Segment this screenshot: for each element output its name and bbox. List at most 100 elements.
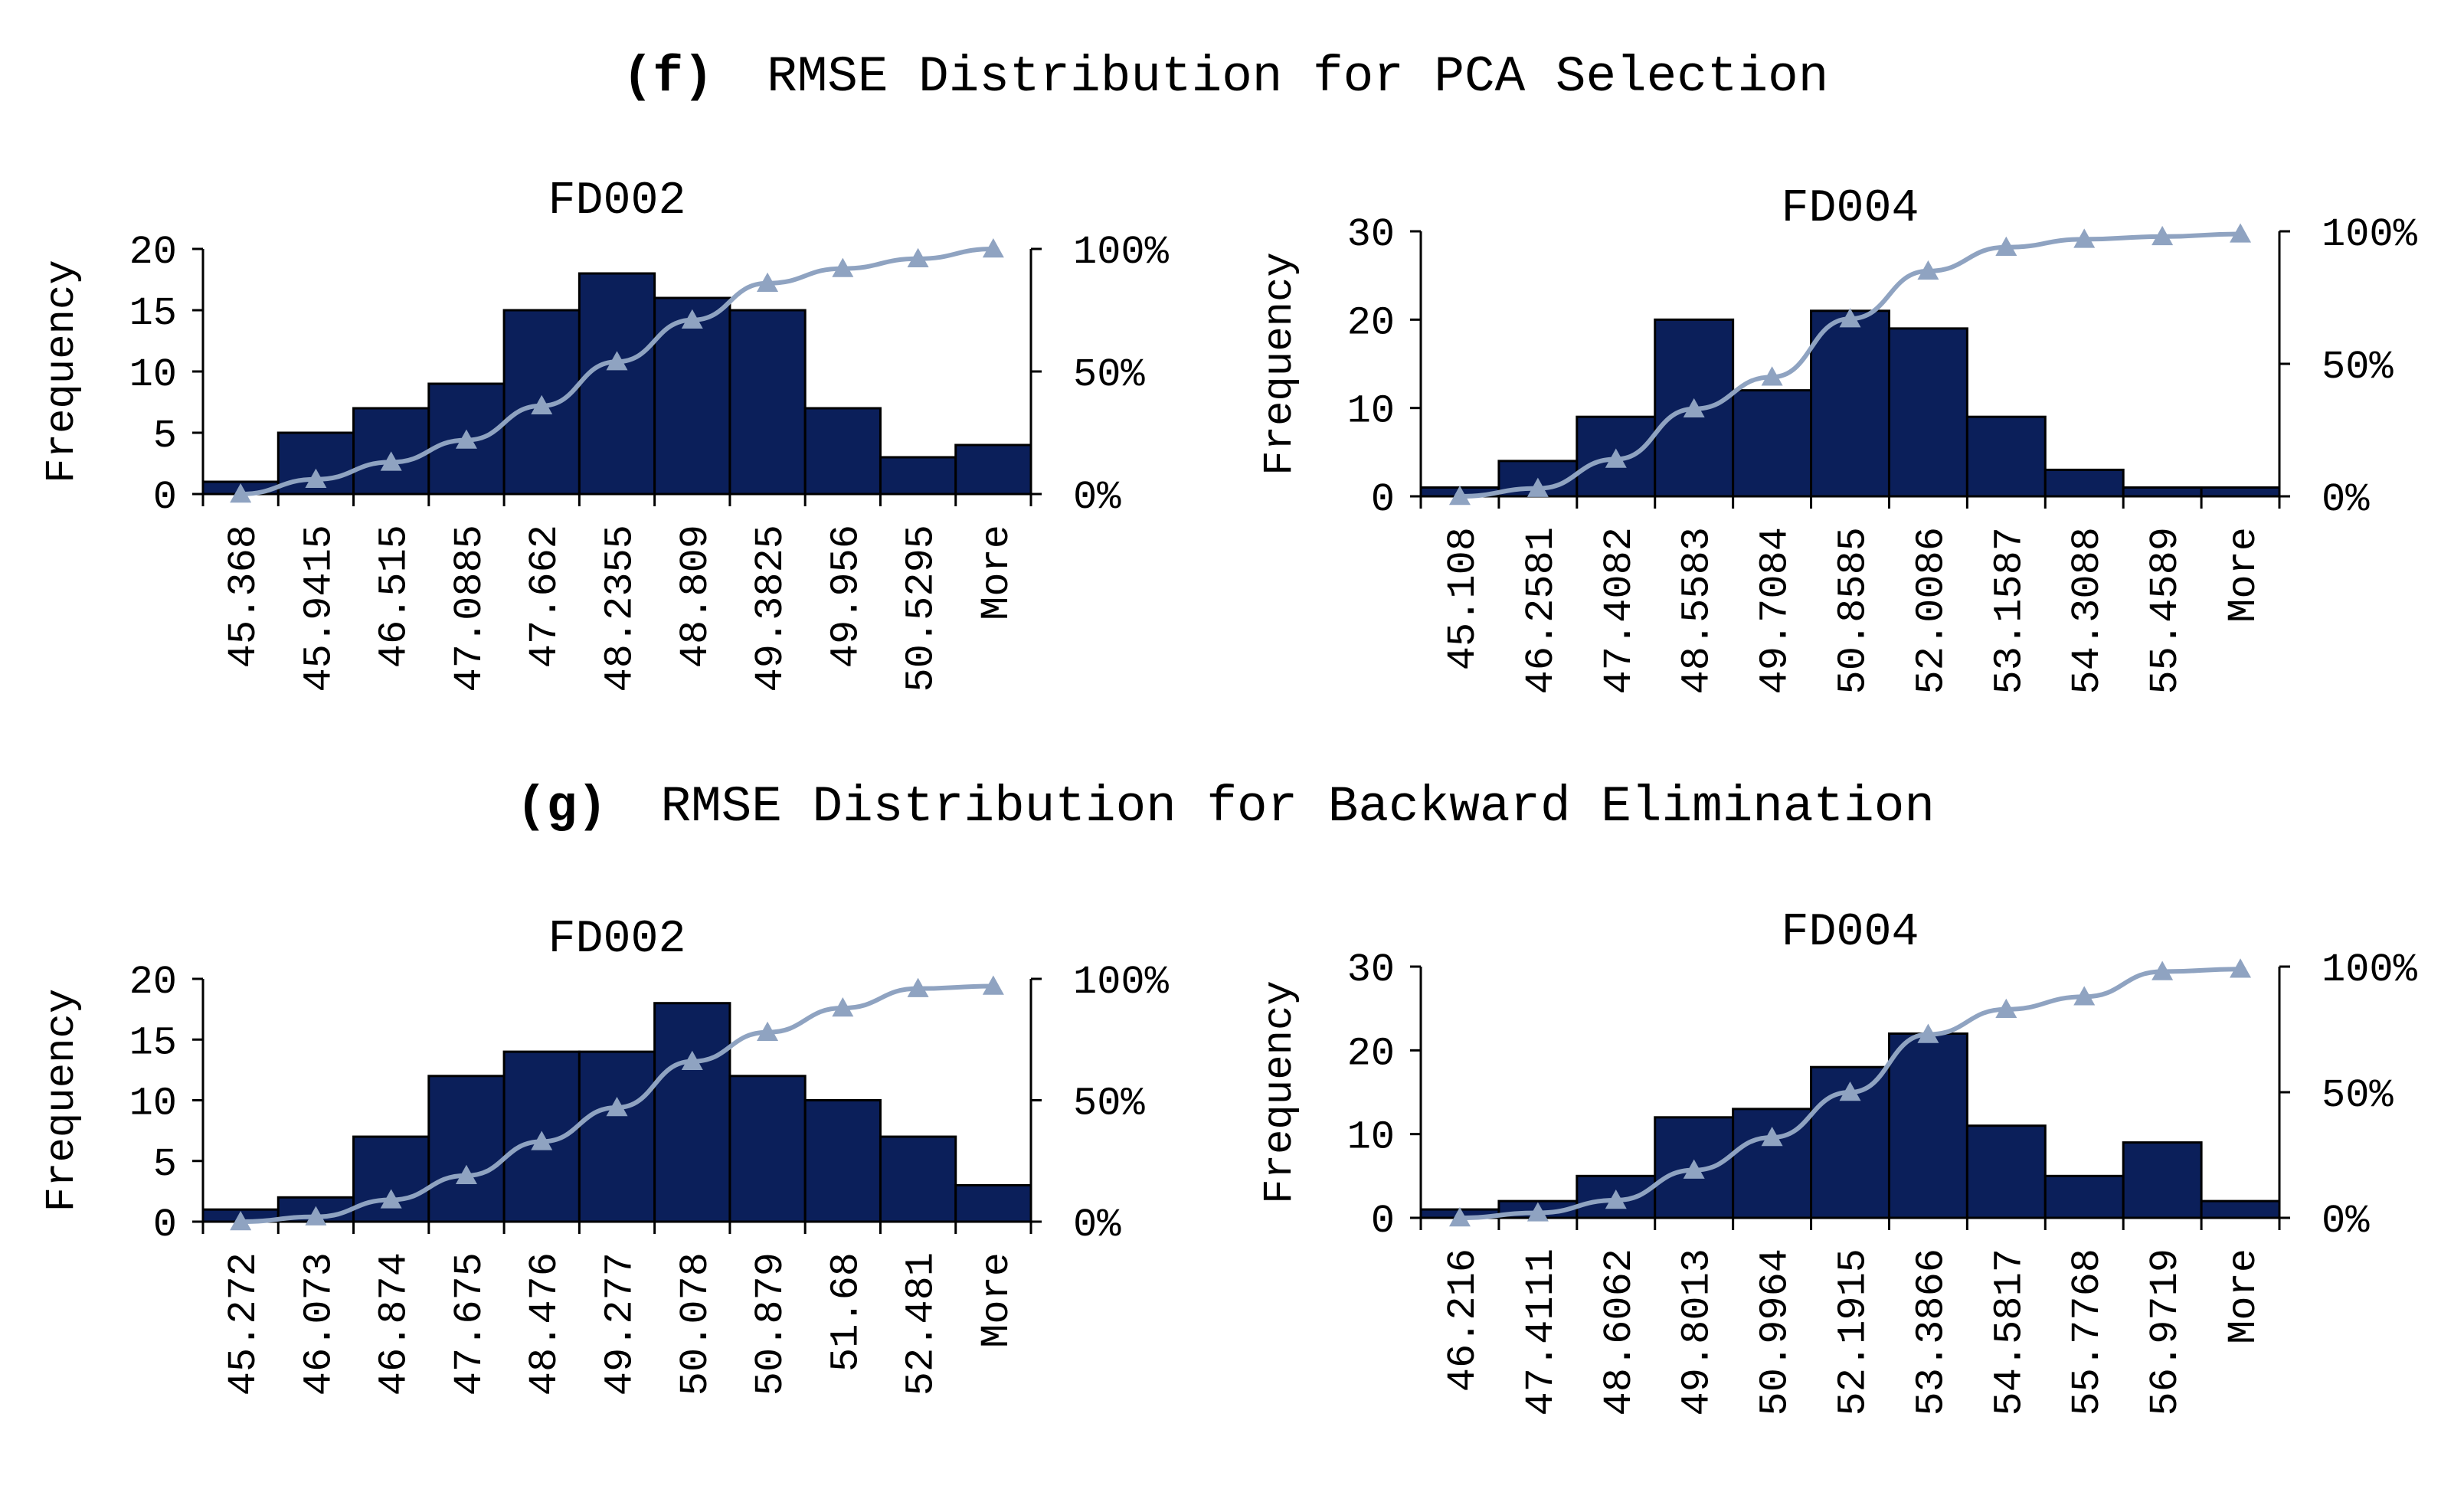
x-tick-label: 47.0885 xyxy=(447,525,492,692)
cumulative-marker xyxy=(1683,1159,1705,1179)
cumulative-marker xyxy=(907,977,929,997)
y-tick-label: 20 xyxy=(1347,1031,1395,1076)
section-title-f: (f) RMSE Distribution for PCA Selection xyxy=(623,48,1829,106)
cumulative-marker xyxy=(681,1050,703,1070)
cumulative-marker xyxy=(2230,958,2252,978)
bar-54.5817 xyxy=(1965,1124,2047,1219)
chart-backward-fd002: FD002 0 5 10 15 20 0% 50% 100% 45.272 46.073 46.874… xyxy=(39,914,1170,1396)
y-tick-label: 0 xyxy=(153,1203,177,1248)
x-tick-label: 52.1915 xyxy=(1831,1248,1877,1415)
cumulative-marker xyxy=(305,468,327,488)
x-tick-label: 45.272 xyxy=(221,1252,267,1396)
section-title-g-text: RMSE Distribution for Backward Eliminati… xyxy=(660,778,1934,836)
y-tick-label: 5 xyxy=(153,1142,177,1187)
cumulative-marker xyxy=(757,1021,779,1041)
chart-pca-fd004: FD004 0 10 20 30 0% 50% 100% 45.108 46.2581 47.408… xyxy=(1257,183,2418,694)
y2-tick-label: 0% xyxy=(1073,475,1121,520)
cumulative-marker xyxy=(1605,448,1627,468)
chart-title: FD002 xyxy=(548,175,686,227)
y2-tick-label: 100% xyxy=(1073,230,1170,275)
cumulative-marker xyxy=(1839,1082,1861,1101)
x-tick-label: 53.3866 xyxy=(1909,1248,1954,1415)
cumulative-marker xyxy=(230,1211,252,1231)
y-tick-label: 10 xyxy=(129,352,177,398)
x-tick-label: More xyxy=(974,525,1019,620)
bar-49.277 xyxy=(578,1050,656,1223)
y-axis-title: Frequency xyxy=(1257,252,1304,476)
x-tick-label: 48.6062 xyxy=(1597,1248,1642,1415)
y2-tick-label: 50% xyxy=(1073,1082,1145,1127)
cumulative-marker xyxy=(907,247,929,267)
section-tag-f: (f) xyxy=(623,48,714,106)
x-tick-label: 55.7768 xyxy=(2065,1248,2110,1415)
section-title-g: (g) RMSE Distribution for Backward Elimi… xyxy=(516,778,1935,836)
cumulative-marker xyxy=(1448,1207,1471,1227)
bar-49.3825 xyxy=(728,309,807,496)
x-tick-label: 54.5817 xyxy=(1987,1248,2032,1415)
y-tick-label: 10 xyxy=(129,1082,177,1127)
cumulative-marker xyxy=(832,257,854,277)
x-tick-label: 47.675 xyxy=(447,1252,492,1396)
y-axis-title: Frequency xyxy=(39,260,86,483)
x-tick-label: 49.8013 xyxy=(1675,1248,1720,1415)
cumulative-marker xyxy=(455,429,477,449)
y-tick-label: 5 xyxy=(153,414,177,459)
cumulative-marker xyxy=(982,975,1004,995)
y2-tick-label: 50% xyxy=(2322,345,2394,390)
x-tick-label: 52.481 xyxy=(899,1252,944,1396)
chart-title: FD004 xyxy=(1781,907,1919,959)
x-tick-label: 49.956 xyxy=(823,525,869,668)
cumulative-marker xyxy=(832,997,854,1017)
x-tick-label: 46.2581 xyxy=(1519,527,1564,694)
bar-48.2355 xyxy=(578,272,656,496)
x-tick-label: 45.9415 xyxy=(296,525,342,692)
x-tick-label: 46.515 xyxy=(372,525,417,668)
cumulative-marker xyxy=(2073,986,2096,1006)
x-tick-label: 49.7084 xyxy=(1753,527,1798,694)
cumulative-marker xyxy=(681,309,703,329)
y-tick-label: 20 xyxy=(129,230,177,275)
bar-55.4589 xyxy=(2122,486,2203,498)
x-tick-label: More xyxy=(2221,527,2266,623)
bar-52.0086 xyxy=(1887,327,1968,498)
bar-56.9719 xyxy=(2122,1141,2203,1219)
cumulative-marker xyxy=(1839,308,1861,328)
cumulative-marker xyxy=(531,394,553,414)
x-tick-label: 47.662 xyxy=(522,525,568,668)
x-tick-label: 45.108 xyxy=(1441,527,1486,670)
cumulative-marker xyxy=(982,238,1004,258)
x-tick-label: 48.809 xyxy=(673,525,718,668)
cumulative-marker xyxy=(230,483,252,503)
x-tick-label: 50.5295 xyxy=(899,525,944,692)
x-tick-label: 48.5583 xyxy=(1675,527,1720,694)
cumulative-marker xyxy=(1995,998,2017,1018)
y-axis-title: Frequency xyxy=(1257,980,1304,1204)
bar-47.675 xyxy=(427,1075,506,1223)
chart-backward-fd004: FD004 0 10 20 30 0% 50% 100% 46.216 47.4111 48.606… xyxy=(1257,907,2418,1415)
cumulative-marker xyxy=(2152,960,2174,980)
x-tick-label: 51.68 xyxy=(823,1252,869,1372)
y-tick-label: 20 xyxy=(1347,300,1395,345)
x-tick-label: 50.9964 xyxy=(1753,1248,1798,1415)
bar-50.5295 xyxy=(879,456,957,496)
y2-tick-label: 100% xyxy=(2322,212,2418,257)
y-tick-label: 15 xyxy=(129,1020,177,1065)
cumulative-percent-line xyxy=(1459,231,2241,499)
bar-53.1587 xyxy=(1965,415,2047,498)
x-tick-label: 50.8585 xyxy=(1831,527,1877,694)
cumulative-marker xyxy=(531,1131,553,1150)
bar-55.7768 xyxy=(2044,1174,2125,1219)
bar-52.481 xyxy=(879,1135,957,1223)
bar-46.515 xyxy=(352,407,430,496)
bar-more xyxy=(2200,486,2281,498)
section-title-f-text: RMSE Distribution for PCA Selection xyxy=(767,48,1828,106)
cumulative-marker xyxy=(380,451,402,471)
cumulative-marker xyxy=(757,272,779,292)
y-tick-label: 15 xyxy=(129,291,177,336)
y2-tick-label: 100% xyxy=(1073,960,1170,1005)
x-tick-label: 46.216 xyxy=(1441,1248,1486,1392)
cumulative-marker xyxy=(1917,260,1939,280)
y2-tick-label: 0% xyxy=(1073,1203,1121,1248)
y-tick-label: 10 xyxy=(1347,1115,1395,1160)
x-tick-label: 54.3088 xyxy=(2065,527,2110,694)
